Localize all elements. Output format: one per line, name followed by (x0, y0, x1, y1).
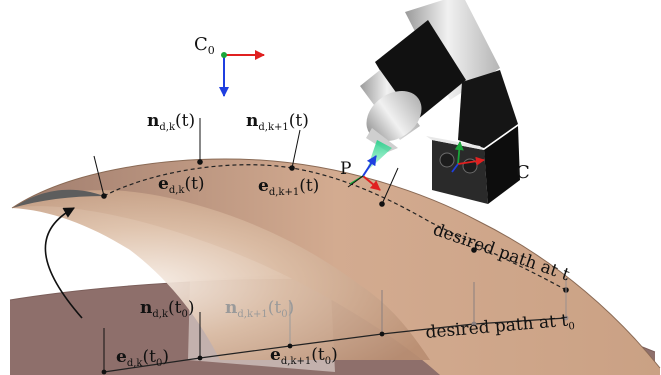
normal-k1-t0-label: nd,k+1(t0) (225, 298, 294, 320)
tangent-k1-t0-label: ed,k+1(t0) (270, 345, 338, 367)
normals-t (93, 118, 399, 205)
point-frame-label: P (340, 159, 351, 179)
tangent-k-t0-label: ed,k(t0) (116, 347, 169, 369)
normal-k1-t-label: nd,k+1(t) (246, 111, 309, 133)
robot-tool (360, 0, 520, 204)
camera-frame-label: C (516, 162, 530, 183)
deformation-arrow (44, 207, 83, 319)
desired-path-t (103, 164, 567, 291)
normals-t0 (103, 278, 567, 372)
frame-p (347, 155, 381, 191)
normal-k-t-label: nd,k(t) (147, 111, 195, 133)
tangent-k-t-label: ed,k(t) (158, 174, 205, 196)
frame-c0 (219, 50, 265, 97)
surface-t (11, 158, 661, 375)
path-points-t0 (101, 315, 569, 375)
normal-k-t0-label: nd,k(t0) (140, 298, 195, 320)
desired-path-t0 (103, 317, 567, 373)
frame-c (451, 141, 485, 173)
c0-frame-label: C0 (194, 34, 215, 57)
tangent-k1-t-label: ed,k+1(t) (258, 176, 319, 198)
